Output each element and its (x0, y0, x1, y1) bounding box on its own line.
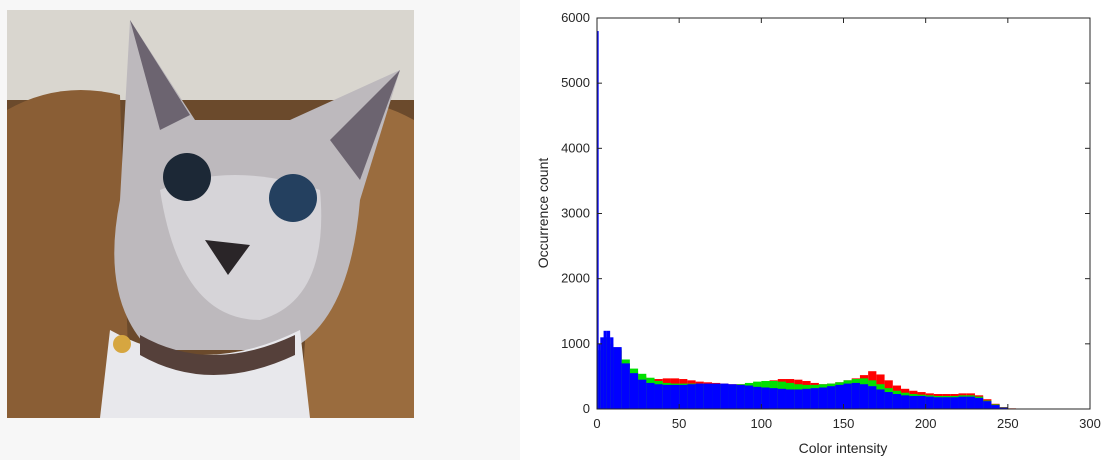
histogram-bar (942, 397, 950, 409)
histogram-bar (819, 387, 827, 409)
histogram-bar (753, 387, 761, 409)
histogram-bar (917, 396, 925, 409)
histogram-bar (599, 344, 601, 409)
histogram-bar (876, 389, 884, 409)
histogram-bar (610, 337, 613, 409)
x-tick-label: 50 (672, 416, 686, 431)
histogram-bar (885, 392, 893, 409)
x-tick-label: 300 (1079, 416, 1101, 431)
histogram-bar (860, 384, 868, 409)
histogram-bar (802, 389, 810, 409)
histogram-bar (696, 384, 704, 409)
histogram-bar (811, 388, 819, 409)
plot-area: 0 1000 2000 3000 4000 5000 6000 0 50 100 150 200 250… (561, 10, 1101, 431)
x-tick-label: 0 (593, 416, 600, 431)
y-tick-label: 2000 (561, 271, 590, 286)
histogram-bar (868, 386, 876, 409)
histogram-bar (794, 389, 802, 409)
histogram-bar (646, 383, 654, 409)
histogram-bar (737, 385, 745, 409)
histogram-bar (720, 384, 728, 409)
x-tick-label: 250 (997, 416, 1019, 431)
histogram-bar (622, 363, 630, 409)
histogram-bar (604, 331, 607, 409)
histogram-bar (663, 385, 671, 409)
histogram-bar (991, 405, 999, 409)
histogram-bar (638, 380, 646, 409)
histogram-bar (967, 397, 975, 409)
y-axis-label: Occurrence count (535, 158, 551, 269)
cat-photo (7, 10, 414, 418)
histogram-bar (712, 384, 720, 409)
y-tick-label: 3000 (561, 206, 590, 221)
histogram-bar (728, 384, 736, 409)
histogram-bar (983, 401, 991, 409)
histogram-bar (893, 394, 901, 409)
y-tick-label: 1000 (561, 336, 590, 351)
histogram-bar (926, 397, 934, 409)
histogram-bar (835, 385, 843, 409)
histogram-bar (934, 397, 942, 409)
x-axis-label: Color intensity (799, 440, 888, 456)
histogram-bar (852, 383, 860, 409)
histogram-bar (950, 397, 958, 409)
histogram-bar (901, 395, 909, 409)
histogram-bar (844, 384, 852, 409)
histogram-bar (704, 384, 712, 409)
histogram-bar (655, 384, 663, 409)
x-tick-label: 200 (915, 416, 937, 431)
histogram-bar (778, 389, 786, 409)
histogram-bar (827, 386, 835, 409)
y-tick-label: 6000 (561, 10, 590, 25)
histogram-bar (607, 331, 610, 409)
x-tick-label: 150 (833, 416, 855, 431)
histogram-bar (959, 397, 967, 409)
histogram-bar (975, 398, 983, 409)
histogram-bar (687, 384, 695, 409)
histogram-bar (671, 385, 679, 409)
histogram-bar (745, 386, 753, 409)
y-tick-label: 5000 (561, 75, 590, 90)
histogram-bar (909, 396, 917, 409)
y-tick-label: 0 (583, 401, 590, 416)
figure: 0 1000 2000 3000 4000 5000 6000 0 50 100 150 200 250… (0, 0, 1109, 460)
x-tick-label: 100 (750, 416, 772, 431)
histogram-bar (600, 337, 603, 409)
histogram-bar (786, 389, 794, 409)
histogram-bar (679, 385, 687, 409)
histogram-bar (761, 387, 769, 409)
page: {"chart_data": {"type": "histogram", "xl… (0, 0, 1109, 460)
histogram-bar (770, 388, 778, 409)
y-tick-label: 4000 (561, 140, 590, 155)
histogram-bar (613, 347, 621, 409)
histogram-bar (630, 373, 638, 409)
